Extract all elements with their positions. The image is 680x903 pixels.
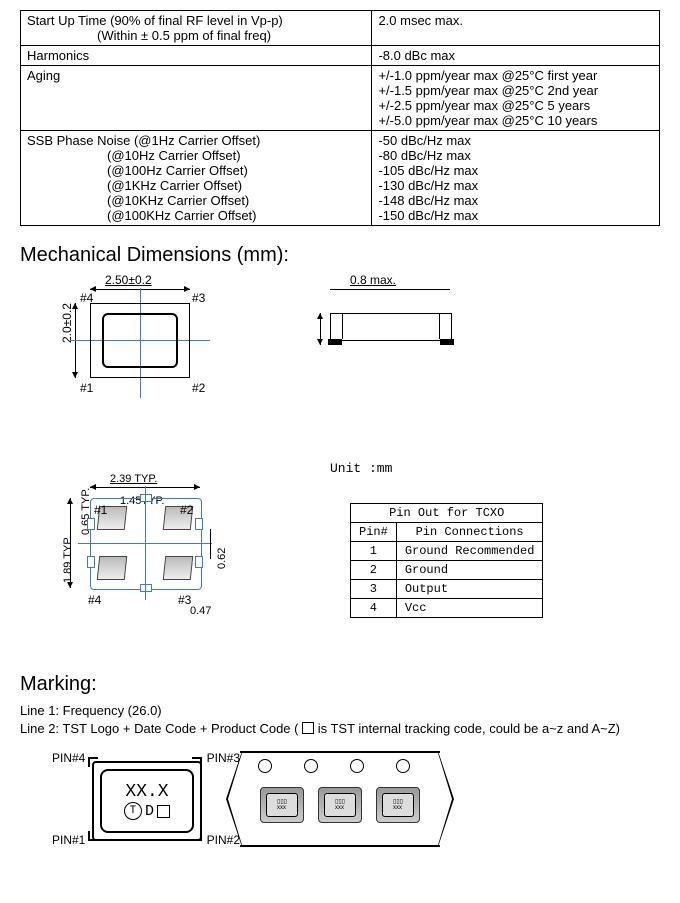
marking-line1: XX.X (125, 782, 168, 802)
marking-diagrams: PIN#4 PIN#3 PIN#1 PIN#2 XX.X T D ▯▯▯xxx … (20, 749, 660, 849)
fp-width: 2.39 TYP. (110, 473, 157, 485)
dim-thickness: 0.8 max. (350, 273, 396, 287)
side-profile (330, 313, 452, 341)
marking-heading: Marking: (20, 673, 660, 696)
pin4-label: #4 (80, 291, 93, 305)
spec-label: Aging (21, 66, 372, 131)
spec-value: -8.0 dBc max (372, 46, 660, 66)
dim-height: 2.0±0.2 (60, 303, 74, 343)
pin1-label: #1 (80, 381, 93, 395)
spec-label: SSB Phase Noise (@1Hz Carrier Offset)(@1… (21, 131, 372, 226)
pinout-num: 4 (351, 599, 397, 618)
spec-table: Start Up Time (90% of final RF level in … (20, 10, 660, 226)
unit-label: Unit :mm (330, 461, 392, 476)
pinout-desc: Vcc (396, 599, 543, 618)
pinout-num: 2 (351, 561, 397, 580)
pinout-table: Pin Out for TCXO Pin#Pin Connections 1Gr… (350, 503, 543, 618)
square-icon (157, 805, 170, 818)
pinout-desc: Output (396, 580, 543, 599)
pinout-num: 3 (351, 580, 397, 599)
marking-chip: PIN#4 PIN#3 PIN#1 PIN#2 XX.X T D (80, 749, 210, 849)
fp-height: 1.89 TYP. (62, 536, 74, 583)
pin2-label: #2 (192, 381, 205, 395)
dim-width: 2.50±0.2 (105, 273, 152, 287)
square-icon (302, 722, 314, 734)
pin3-label: #3 (192, 291, 205, 305)
mech-heading: Mechanical Dimensions (mm): (20, 244, 660, 267)
spec-value: -50 dBc/Hz max-80 dBc/Hz max-105 dBc/Hz … (372, 131, 660, 226)
pinout-desc: Ground (396, 561, 543, 580)
spec-label: Harmonics (21, 46, 372, 66)
spec-value: 2.0 msec max. (372, 11, 660, 46)
spec-value: +/-1.0 ppm/year max @25°C first year+/-1… (372, 66, 660, 131)
tape-reel: ▯▯▯xxx ▯▯▯xxx ▯▯▯xxx (240, 751, 440, 847)
fp-062: 0.62 (216, 548, 228, 569)
pinout-num: 1 (351, 542, 397, 561)
marking-description: Line 1: Frequency (26.0) Line 2: TST Log… (20, 702, 660, 737)
marking-line2: T D (124, 802, 170, 820)
pinout-desc: Ground Recommended (396, 542, 543, 561)
mechanical-diagrams: 2.50±0.2 2.0±0.2 #4 #3 #1 #2 0.8 max. Un… (20, 273, 660, 663)
spec-label: Start Up Time (90% of final RF level in … (21, 11, 372, 46)
tst-logo-icon: T (124, 802, 142, 820)
